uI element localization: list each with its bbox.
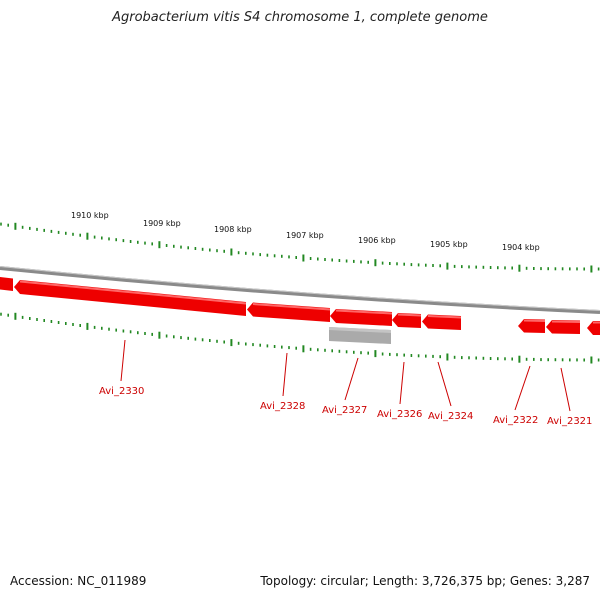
leader-avi-2327 xyxy=(344,357,359,401)
gene-track xyxy=(0,277,600,344)
gene-label-avi-2326[interactable]: Avi_2326 xyxy=(377,409,422,420)
inner-scale-ticks xyxy=(0,312,600,364)
genome-stats-text: Topology: circular; Length: 3,726,375 bp… xyxy=(260,574,590,588)
leader-avi-2330 xyxy=(120,339,126,382)
gene-label-avi-2324[interactable]: Avi_2324 xyxy=(428,411,473,422)
scale-label-1904: 1904 kbp xyxy=(502,243,540,252)
genome-backbone-highlight xyxy=(0,266,600,311)
scale-label-1910: 1910 kbp xyxy=(71,211,109,220)
gene-avi-2324[interactable] xyxy=(422,314,461,331)
gene-label-avi-2330[interactable]: Avi_2330 xyxy=(99,386,144,397)
leader-avi-2322 xyxy=(514,365,531,411)
gene-label-leaders xyxy=(120,339,571,412)
gene-label-avi-2321[interactable]: Avi_2321 xyxy=(547,416,592,427)
leader-avi-2328 xyxy=(282,352,288,397)
scale-label-1907: 1907 kbp xyxy=(286,231,324,240)
gene-right-edge[interactable] xyxy=(587,321,600,335)
scale-label-1909: 1909 kbp xyxy=(143,219,181,228)
outer-scale-ticks xyxy=(0,222,600,273)
scale-label-1905: 1905 kbp xyxy=(430,240,468,249)
gene-label-avi-2328[interactable]: Avi_2328 xyxy=(260,401,305,412)
gene-highlight xyxy=(19,280,600,324)
leader-avi-2324 xyxy=(437,361,452,407)
gene-avi-2326[interactable] xyxy=(392,313,421,328)
gene-avi-2330[interactable] xyxy=(14,280,246,316)
grey-feature-shade xyxy=(329,327,391,333)
accession-text: Accession: NC_011989 xyxy=(10,574,147,588)
leader-avi-2326 xyxy=(399,361,405,405)
gene-label-avi-2322[interactable]: Avi_2322 xyxy=(493,415,538,426)
scale-label-1906: 1906 kbp xyxy=(358,236,396,245)
gene-label-avi-2327[interactable]: Avi_2327 xyxy=(322,405,367,416)
gene-avi-2321[interactable] xyxy=(546,320,580,334)
leader-avi-2321 xyxy=(560,367,571,412)
scale-label-1908: 1908 kbp xyxy=(214,225,252,234)
genome-backbone xyxy=(0,266,600,314)
genome-title: Agrobacterium vitis S4 chromosome 1, com… xyxy=(112,10,488,25)
gene-avi-2322[interactable] xyxy=(518,319,545,333)
gene-left-edge[interactable] xyxy=(0,277,13,291)
